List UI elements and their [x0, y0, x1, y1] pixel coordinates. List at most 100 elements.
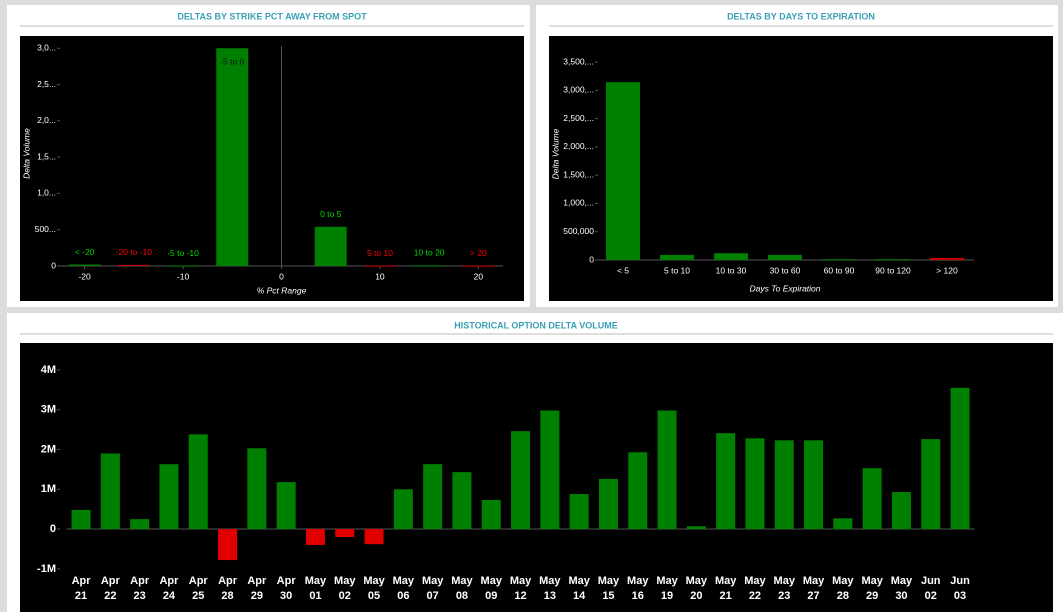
bar [862, 468, 882, 530]
y-tick-label: 3,0... [37, 43, 56, 53]
bar [628, 452, 648, 530]
bar [363, 265, 396, 267]
x-tick-label: May 07 [422, 575, 444, 602]
bar [413, 265, 446, 267]
bar [569, 494, 589, 530]
y-tick-label: 1,500,... [563, 169, 594, 179]
x-tick-label: Apr 24 [159, 575, 179, 602]
x-tick-label: May 27 [803, 575, 825, 602]
x-tick-label: May 29 [861, 575, 883, 602]
x-tick-label: Jun 03 [950, 575, 970, 602]
x-tick-label: 30 to 60 [770, 265, 801, 275]
x-tick-label: May 01 [305, 575, 327, 602]
bar [481, 500, 501, 530]
y-tick-label: 4M [41, 364, 56, 376]
x-tick-label: Apr 21 [72, 575, 92, 602]
bar [876, 259, 910, 261]
data-label: > 20 [470, 248, 487, 258]
y-tick-label: 1,5... [37, 151, 56, 161]
x-tick-label: May 08 [451, 575, 473, 602]
bar [276, 482, 296, 530]
bar [660, 254, 694, 260]
x-tick-label: May 23 [774, 575, 796, 602]
x-tick-label: Apr 29 [247, 575, 267, 602]
y-tick-label: 2,000,... [563, 141, 594, 151]
bar [716, 433, 736, 530]
x-tick-label: Apr 23 [130, 575, 150, 602]
y-tick-label: 2M [41, 443, 56, 455]
x-axis-title: % Pct Range [257, 285, 307, 295]
y-tick-label: 1,0... [37, 188, 56, 198]
x-tick-label: 10 [375, 271, 385, 281]
bar [774, 440, 794, 530]
bar [921, 439, 941, 530]
bar [117, 264, 150, 266]
bar [305, 529, 325, 545]
bar [335, 529, 355, 538]
x-axis-title: Days To Expiration [749, 283, 820, 293]
x-tick-label: May 12 [510, 575, 532, 602]
x-tick-label: May 16 [627, 575, 649, 602]
x-tick-label: 0 [279, 271, 284, 281]
x-tick-label: May 15 [598, 575, 620, 602]
x-tick-label: 5 to 10 [664, 265, 690, 275]
x-tick-label: Jun 02 [921, 575, 941, 602]
x-tick-label: 20 [474, 271, 484, 281]
bar [511, 431, 531, 530]
bar [822, 259, 856, 261]
x-tick-label: May 22 [744, 575, 766, 602]
x-tick-label: -10 [177, 271, 190, 281]
x-tick-label: < 5 [617, 265, 629, 275]
x-tick-label: May 28 [832, 575, 854, 602]
x-tick-label: May 14 [568, 575, 590, 602]
bar [657, 410, 677, 530]
x-tick-label: May 05 [363, 575, 385, 602]
y-tick-label: 500,000 [563, 226, 594, 236]
data-label: 5 to 10 [367, 248, 393, 258]
chart-title: HISTORICAL OPTION DELTA VOLUME [454, 320, 618, 330]
data-label: -20 to -10 [116, 247, 153, 257]
bar [364, 529, 384, 545]
x-tick-label: Apr 30 [277, 575, 297, 602]
y-tick-label: 3,500,... [563, 56, 594, 66]
bar [218, 529, 238, 561]
y-tick-label: 1M [41, 483, 56, 495]
bar [891, 492, 911, 530]
x-tick-label: May 21 [715, 575, 737, 602]
bar [606, 82, 640, 260]
bar [71, 509, 91, 530]
x-tick-label: May 09 [481, 575, 503, 602]
bar [68, 264, 101, 266]
data-label: 0 to 5 [320, 209, 342, 219]
chart-title: DELTAS BY DAYS TO EXPIRATION [727, 11, 875, 21]
x-tick-label: May 13 [539, 575, 561, 602]
bar [540, 410, 560, 530]
bar [768, 254, 802, 260]
bar [598, 478, 618, 530]
x-tick-label: Apr 28 [218, 575, 238, 602]
y-tick-label: 2,0... [37, 115, 56, 125]
bar [452, 472, 472, 530]
x-tick-label: May 06 [393, 575, 415, 602]
bar [745, 438, 765, 530]
bar [714, 253, 748, 260]
y-tick-label: 500... [35, 224, 56, 234]
x-tick-label: Apr 22 [101, 575, 121, 602]
bar [188, 434, 208, 530]
x-tick-label: May 20 [686, 575, 708, 602]
bar [167, 265, 200, 267]
bar [314, 226, 347, 266]
x-tick-label: Apr 25 [189, 575, 209, 602]
bar [216, 48, 249, 267]
bar [950, 387, 970, 530]
bar [423, 464, 443, 530]
plot-area [20, 36, 524, 301]
x-tick-label: May 30 [891, 575, 913, 602]
y-axis-title: Delta Volume [550, 128, 560, 179]
y-axis-title: Delta Volume [21, 128, 31, 179]
y-tick-label: 0 [589, 254, 594, 264]
y-tick-label: -1M [37, 563, 56, 575]
x-tick-label: May 19 [656, 575, 678, 602]
data-label: < -20 [75, 247, 95, 257]
